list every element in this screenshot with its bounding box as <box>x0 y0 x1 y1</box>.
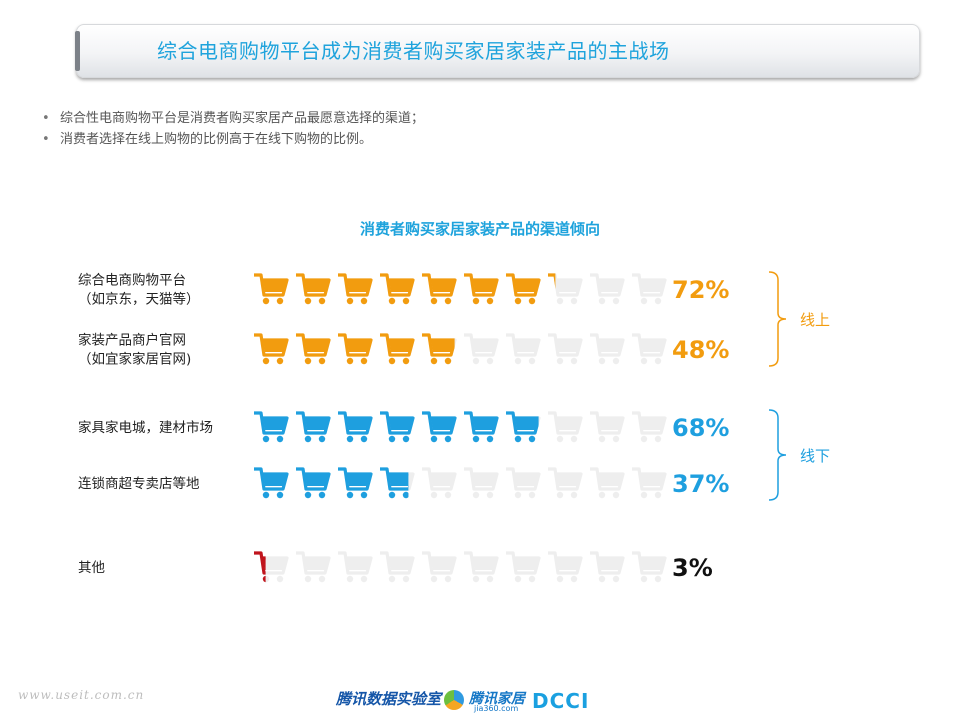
title-accent <box>75 31 80 71</box>
shopping-cart-icon <box>337 467 373 500</box>
tencent-logo-icon <box>444 690 464 710</box>
group-label: 线下 <box>800 447 830 465</box>
value-label: 48% <box>672 336 729 364</box>
channel-chart: 消费者购买家居家装产品的渠道倾向 综合电商购物平台 （如京东，天猫等） 72% 家装产… <box>78 220 830 584</box>
shopping-cart-icon <box>421 411 457 444</box>
shopping-cart-icon <box>379 467 409 500</box>
shopping-cart-icon <box>589 467 625 500</box>
chart-rows: 综合电商购物平台 （如京东，天猫等） 72% 家装产品商户官网 （如宜家家居官网) 48%… <box>78 273 729 584</box>
shopping-cart-icon <box>547 411 583 444</box>
bullet-list: • 综合性电商购物平台是消费者购买家居产品最愿意选择的渠道； • 消费者选择在线上购… <box>42 108 424 150</box>
value-label: 3% <box>672 554 713 582</box>
chart-row: 家装产品商户官网 （如宜家家居官网) 48% <box>78 332 729 368</box>
tencent-home-logo: 腾讯家居 <box>469 691 525 707</box>
shopping-cart-icon <box>547 467 583 500</box>
value-label: 68% <box>672 414 729 442</box>
shopping-cart-icon <box>421 551 457 584</box>
group-bracket: 线上 <box>768 271 830 367</box>
bracket-line <box>768 409 787 501</box>
bullet-text: 综合性电商购物平台是消费者购买家居产品最愿意选择的渠道； <box>60 111 425 126</box>
row-label: 其他 <box>78 560 105 576</box>
chart-row: 其他 3% <box>78 551 713 584</box>
shopping-cart-icon <box>379 551 415 584</box>
bullet-dot: • <box>42 111 50 126</box>
shopping-cart-icon <box>421 333 455 366</box>
tencent-data-lab-logo: 腾讯数据实验室 <box>336 690 442 708</box>
row-label: 综合电商购物平台 <box>78 273 186 289</box>
shopping-cart-icon <box>295 273 331 306</box>
shopping-cart-icon <box>589 551 625 584</box>
shopping-cart-icon <box>337 333 373 366</box>
row-label: 家装产品商户官网 <box>78 332 186 349</box>
shopping-cart-icon <box>589 273 625 306</box>
shopping-cart-icon <box>295 411 331 444</box>
bracket-line <box>768 271 787 367</box>
group-label: 线上 <box>800 311 830 329</box>
page-title: 综合电商购物平台成为消费者购买家居家装产品的主战场 <box>157 39 670 63</box>
shopping-cart-icon <box>463 273 499 306</box>
bullet-item: • 综合性电商购物平台是消费者购买家居产品最愿意选择的渠道； <box>42 108 424 129</box>
shopping-cart-icon <box>631 411 667 444</box>
shopping-cart-icon <box>253 333 289 366</box>
shopping-cart-icon <box>505 411 539 444</box>
shopping-cart-icon <box>505 467 541 500</box>
shopping-cart-icon <box>547 333 583 366</box>
shopping-cart-icon <box>631 273 667 306</box>
shopping-cart-icon <box>295 551 331 584</box>
chart-row: 连锁商超专卖店等地 37% <box>78 467 729 500</box>
shopping-cart-icon <box>337 411 373 444</box>
shopping-cart-icon <box>463 467 499 500</box>
shopping-cart-icon <box>379 333 415 366</box>
row-label: （如京东，天猫等） <box>78 291 200 308</box>
shopping-cart-icon <box>505 333 541 366</box>
shopping-cart-icon <box>379 411 415 444</box>
shopping-cart-icon <box>589 333 625 366</box>
empty-icons <box>253 551 667 584</box>
shopping-cart-icon <box>463 551 499 584</box>
tencent-home-url: jia360.com <box>474 704 519 713</box>
chart-title: 消费者购买家居家装产品的渠道倾向 <box>360 220 600 238</box>
title-bar: 综合电商购物平台成为消费者购买家居家装产品的主战场 <box>75 24 920 78</box>
bullet-dot: • <box>42 132 50 147</box>
bullet-item: • 消费者选择在线上购物的比例高于在线下购物的比例。 <box>42 129 424 150</box>
chart-row: 家具家电城，建材市场 68% <box>78 411 729 444</box>
shopping-cart-icon <box>463 411 499 444</box>
shopping-cart-icon <box>631 333 667 366</box>
group-bracket: 线下 <box>768 409 830 501</box>
row-label: （如宜家家居官网) <box>78 351 191 368</box>
shopping-cart-icon <box>253 467 289 500</box>
shopping-cart-icon <box>631 551 667 584</box>
shopping-cart-icon <box>253 273 289 306</box>
shopping-cart-icon <box>253 411 289 444</box>
shopping-cart-icon <box>337 273 373 306</box>
bullet-text: 消费者选择在线上购物的比例高于在线下购物的比例。 <box>60 132 373 147</box>
shopping-cart-icon <box>421 273 457 306</box>
shopping-cart-icon <box>337 551 373 584</box>
value-label: 37% <box>672 470 729 498</box>
dcci-logo: DCCI <box>532 689 590 713</box>
shopping-cart-icon <box>547 273 583 306</box>
watermark: www.useit.com.cn <box>18 688 145 702</box>
shopping-cart-icon <box>421 467 457 500</box>
shopping-cart-icon <box>589 411 625 444</box>
value-label: 72% <box>672 276 729 304</box>
shopping-cart-icon <box>295 467 331 500</box>
shopping-cart-icon <box>463 333 499 366</box>
row-label: 家具家电城，建材市场 <box>78 419 213 436</box>
shopping-cart-icon <box>295 333 331 366</box>
shopping-cart-icon <box>631 467 667 500</box>
chart-row: 综合电商购物平台 （如京东，天猫等） 72% <box>78 273 729 308</box>
shopping-cart-icon <box>505 273 541 306</box>
shopping-cart-icon <box>253 551 289 584</box>
shopping-cart-icon <box>379 273 415 306</box>
shopping-cart-icon <box>547 551 583 584</box>
row-label: 连锁商超专卖店等地 <box>78 475 200 492</box>
shopping-cart-icon <box>505 551 541 584</box>
